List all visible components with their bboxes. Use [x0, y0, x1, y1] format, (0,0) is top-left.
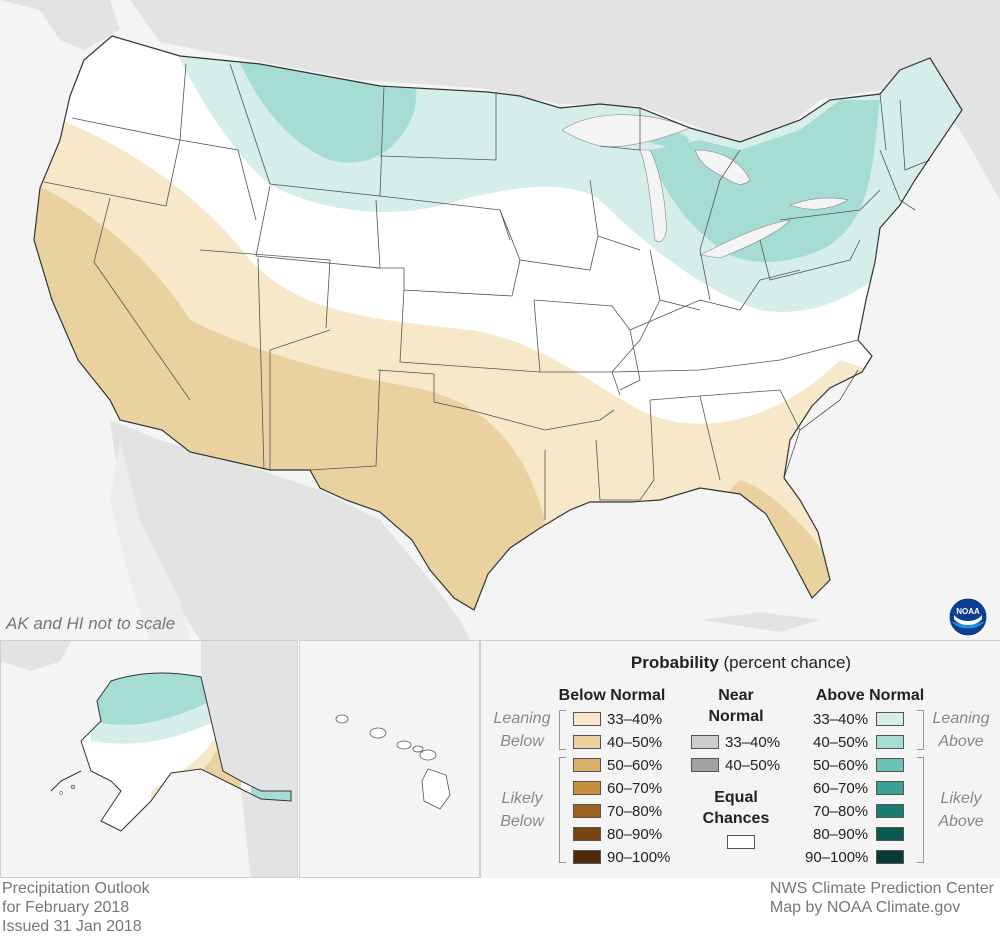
legend-above-90-100: 90–100%: [805, 848, 905, 866]
outlook-caption: Precipitation Outlook for February 2018 …: [2, 879, 150, 936]
likely-below-bracket: [559, 757, 566, 863]
swatch: [876, 850, 905, 864]
caption-line: Issued 31 Jan 2018: [2, 918, 142, 935]
likely-above-label: Likely Above: [938, 790, 984, 830]
swatch: [876, 781, 905, 795]
credit-line: NWS Climate Prediction Center: [769, 880, 994, 897]
legend-below-33-40: 33–40%: [573, 710, 662, 728]
equal-chances-swatch: [727, 835, 755, 849]
legend-below-60-70: 60–70%: [573, 779, 662, 797]
alaska-inset: [0, 640, 298, 878]
legend-near-33-40: 33–40%: [691, 733, 780, 751]
scale-note: AK and HI not to scale: [6, 614, 176, 633]
credits: NWS Climate Prediction Center Map by NOA…: [770, 879, 994, 917]
legend-near-40-50: 40–50%: [691, 756, 780, 774]
swatch: [691, 735, 719, 749]
swatch: [573, 850, 601, 864]
likely-below-label: Likely Below: [500, 790, 544, 830]
legend-below-40-50: 40–50%: [573, 733, 662, 751]
swatch: [573, 781, 601, 795]
near-normal-header: Near Normal: [708, 687, 764, 725]
swatch: [876, 804, 905, 818]
legend-above-70-80: 70–80%: [813, 802, 905, 820]
credit-line: Map by NOAA Climate.gov: [769, 899, 961, 916]
swatch: [573, 735, 601, 749]
swatch: [691, 758, 719, 772]
legend-below-80-90: 80–90%: [573, 825, 662, 843]
leaning-above-bracket: [917, 710, 924, 750]
swatch: [573, 712, 601, 726]
legend-below-50-60: 50–60%: [573, 756, 662, 774]
swatch: [573, 827, 601, 841]
legend-above-60-70: 60–70%: [813, 779, 905, 797]
legend-below-70-80: 70–80%: [573, 802, 662, 820]
svg-text:NOAA: NOAA: [956, 607, 980, 616]
swatch: [573, 758, 601, 772]
state-boundaries: [43, 63, 931, 520]
below-normal-header: Below Normal: [558, 687, 666, 704]
swatch: [876, 827, 905, 841]
swatch: [876, 758, 905, 772]
swatch: [876, 712, 905, 726]
legend-title: Probability (percent chance): [630, 653, 852, 672]
above-normal-header: Above Normal: [815, 687, 925, 704]
legend-above-40-50: 40–50%: [813, 733, 905, 751]
legend-below-90-100: 90–100%: [573, 848, 670, 866]
caption-line: for February 2018: [2, 899, 130, 916]
likely-above-bracket: [917, 757, 924, 863]
leaning-above-label: Leaning Above: [932, 710, 990, 750]
legend: Probability (percent chance) Below Norma…: [480, 640, 1000, 878]
hawaii-inset: [299, 640, 480, 878]
swatch: [876, 735, 905, 749]
caption-line: Precipitation Outlook: [2, 880, 150, 897]
leaning-below-bracket: [559, 710, 566, 750]
great-lakes: [561, 114, 849, 259]
noaa-logo: NOAA: [948, 597, 988, 637]
legend-above-50-60: 50–60%: [813, 756, 905, 774]
legend-above-33-40: 33–40%: [813, 710, 905, 728]
conus-map: [0, 0, 1000, 640]
swatch: [573, 804, 601, 818]
legend-above-80-90: 80–90%: [813, 825, 905, 843]
equal-chances-header: Equal Chances: [702, 789, 770, 827]
leaning-below-label: Leaning Below: [493, 710, 551, 750]
